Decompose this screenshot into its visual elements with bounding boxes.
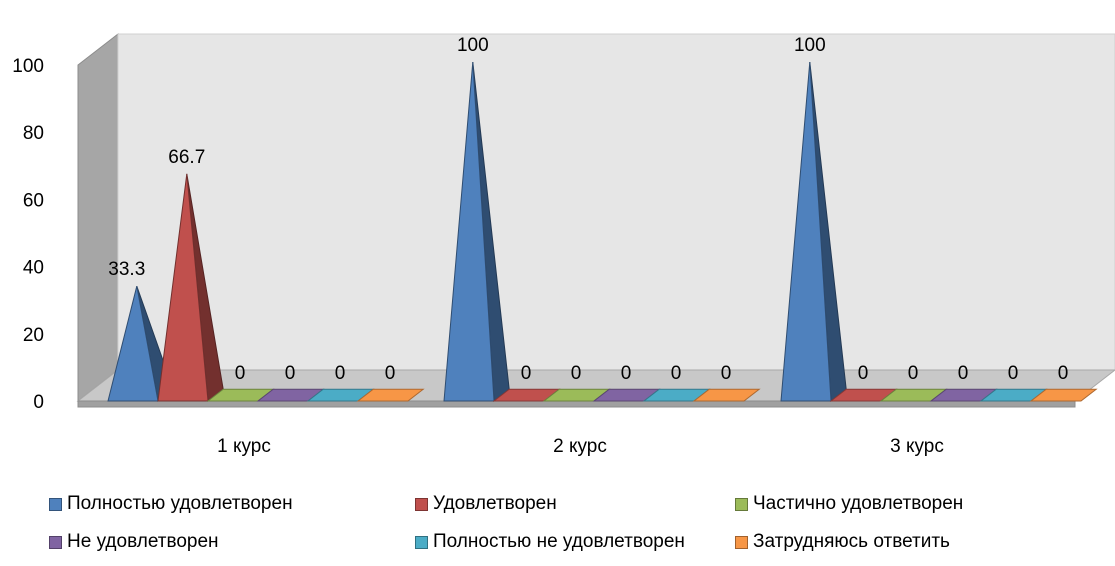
legend-label: Полностью не удовлетворен bbox=[433, 531, 685, 553]
legend-item: Полностью не удовлетворен bbox=[415, 530, 685, 554]
y-tick-label: 20 bbox=[23, 325, 44, 346]
legend-label: Удовлетворен bbox=[433, 493, 557, 515]
legend-swatch bbox=[415, 536, 428, 549]
legend-label: Частично удовлетворен bbox=[753, 493, 963, 515]
data-label: 33.3 bbox=[108, 259, 145, 280]
y-tick-label: 40 bbox=[23, 258, 44, 279]
y-tick-label: 80 bbox=[23, 123, 44, 144]
legend-item: Частично удовлетворен bbox=[735, 492, 963, 516]
data-label: 0 bbox=[721, 363, 732, 384]
data-label: 0 bbox=[285, 363, 296, 384]
y-tick-label: 100 bbox=[12, 56, 44, 77]
data-label: 0 bbox=[385, 363, 396, 384]
back-wall bbox=[118, 34, 1115, 370]
data-label: 0 bbox=[908, 363, 919, 384]
data-label: 0 bbox=[1008, 363, 1019, 384]
chart-legend: Полностью удовлетворен Удовлетворен Частич… bbox=[0, 486, 1115, 566]
legend-item: Затрудняюсь ответить bbox=[735, 530, 950, 554]
floor-edge bbox=[78, 401, 1075, 407]
data-label: 0 bbox=[521, 363, 532, 384]
data-label: 0 bbox=[858, 363, 869, 384]
legend-label: Не удовлетворен bbox=[67, 531, 219, 553]
y-axis: 0 20 40 60 80 100 bbox=[12, 56, 44, 413]
side-wall bbox=[78, 34, 118, 401]
x-tick-label: 2 курс bbox=[553, 436, 607, 457]
data-label: 0 bbox=[1058, 363, 1069, 384]
x-tick-label: 3 курс bbox=[890, 436, 944, 457]
y-tick-label: 60 bbox=[23, 190, 44, 211]
data-label: 66.7 bbox=[168, 147, 205, 168]
x-tick-label: 1 курс bbox=[217, 436, 271, 457]
legend-swatch bbox=[415, 498, 428, 511]
data-label: 0 bbox=[671, 363, 682, 384]
data-label: 100 bbox=[457, 35, 489, 56]
data-label: 0 bbox=[571, 363, 582, 384]
legend-swatch bbox=[735, 536, 748, 549]
x-axis: 1 курс 2 курс 3 курс bbox=[217, 436, 944, 457]
legend-item: Полностью удовлетворен bbox=[49, 492, 293, 516]
legend-label: Затрудняюсь ответить bbox=[753, 531, 950, 553]
legend-label: Полностью удовлетворен bbox=[67, 493, 293, 515]
chart-walls bbox=[78, 34, 1115, 407]
y-tick-label: 0 bbox=[33, 392, 44, 413]
legend-swatch bbox=[49, 498, 62, 511]
data-label: 0 bbox=[235, 363, 246, 384]
data-label: 100 bbox=[794, 35, 826, 56]
legend-swatch bbox=[49, 536, 62, 549]
data-label: 0 bbox=[621, 363, 632, 384]
data-label: 0 bbox=[958, 363, 969, 384]
data-label: 0 bbox=[335, 363, 346, 384]
legend-swatch bbox=[735, 498, 748, 511]
legend-item: Удовлетворен bbox=[415, 492, 557, 516]
legend-item: Не удовлетворен bbox=[49, 530, 219, 554]
